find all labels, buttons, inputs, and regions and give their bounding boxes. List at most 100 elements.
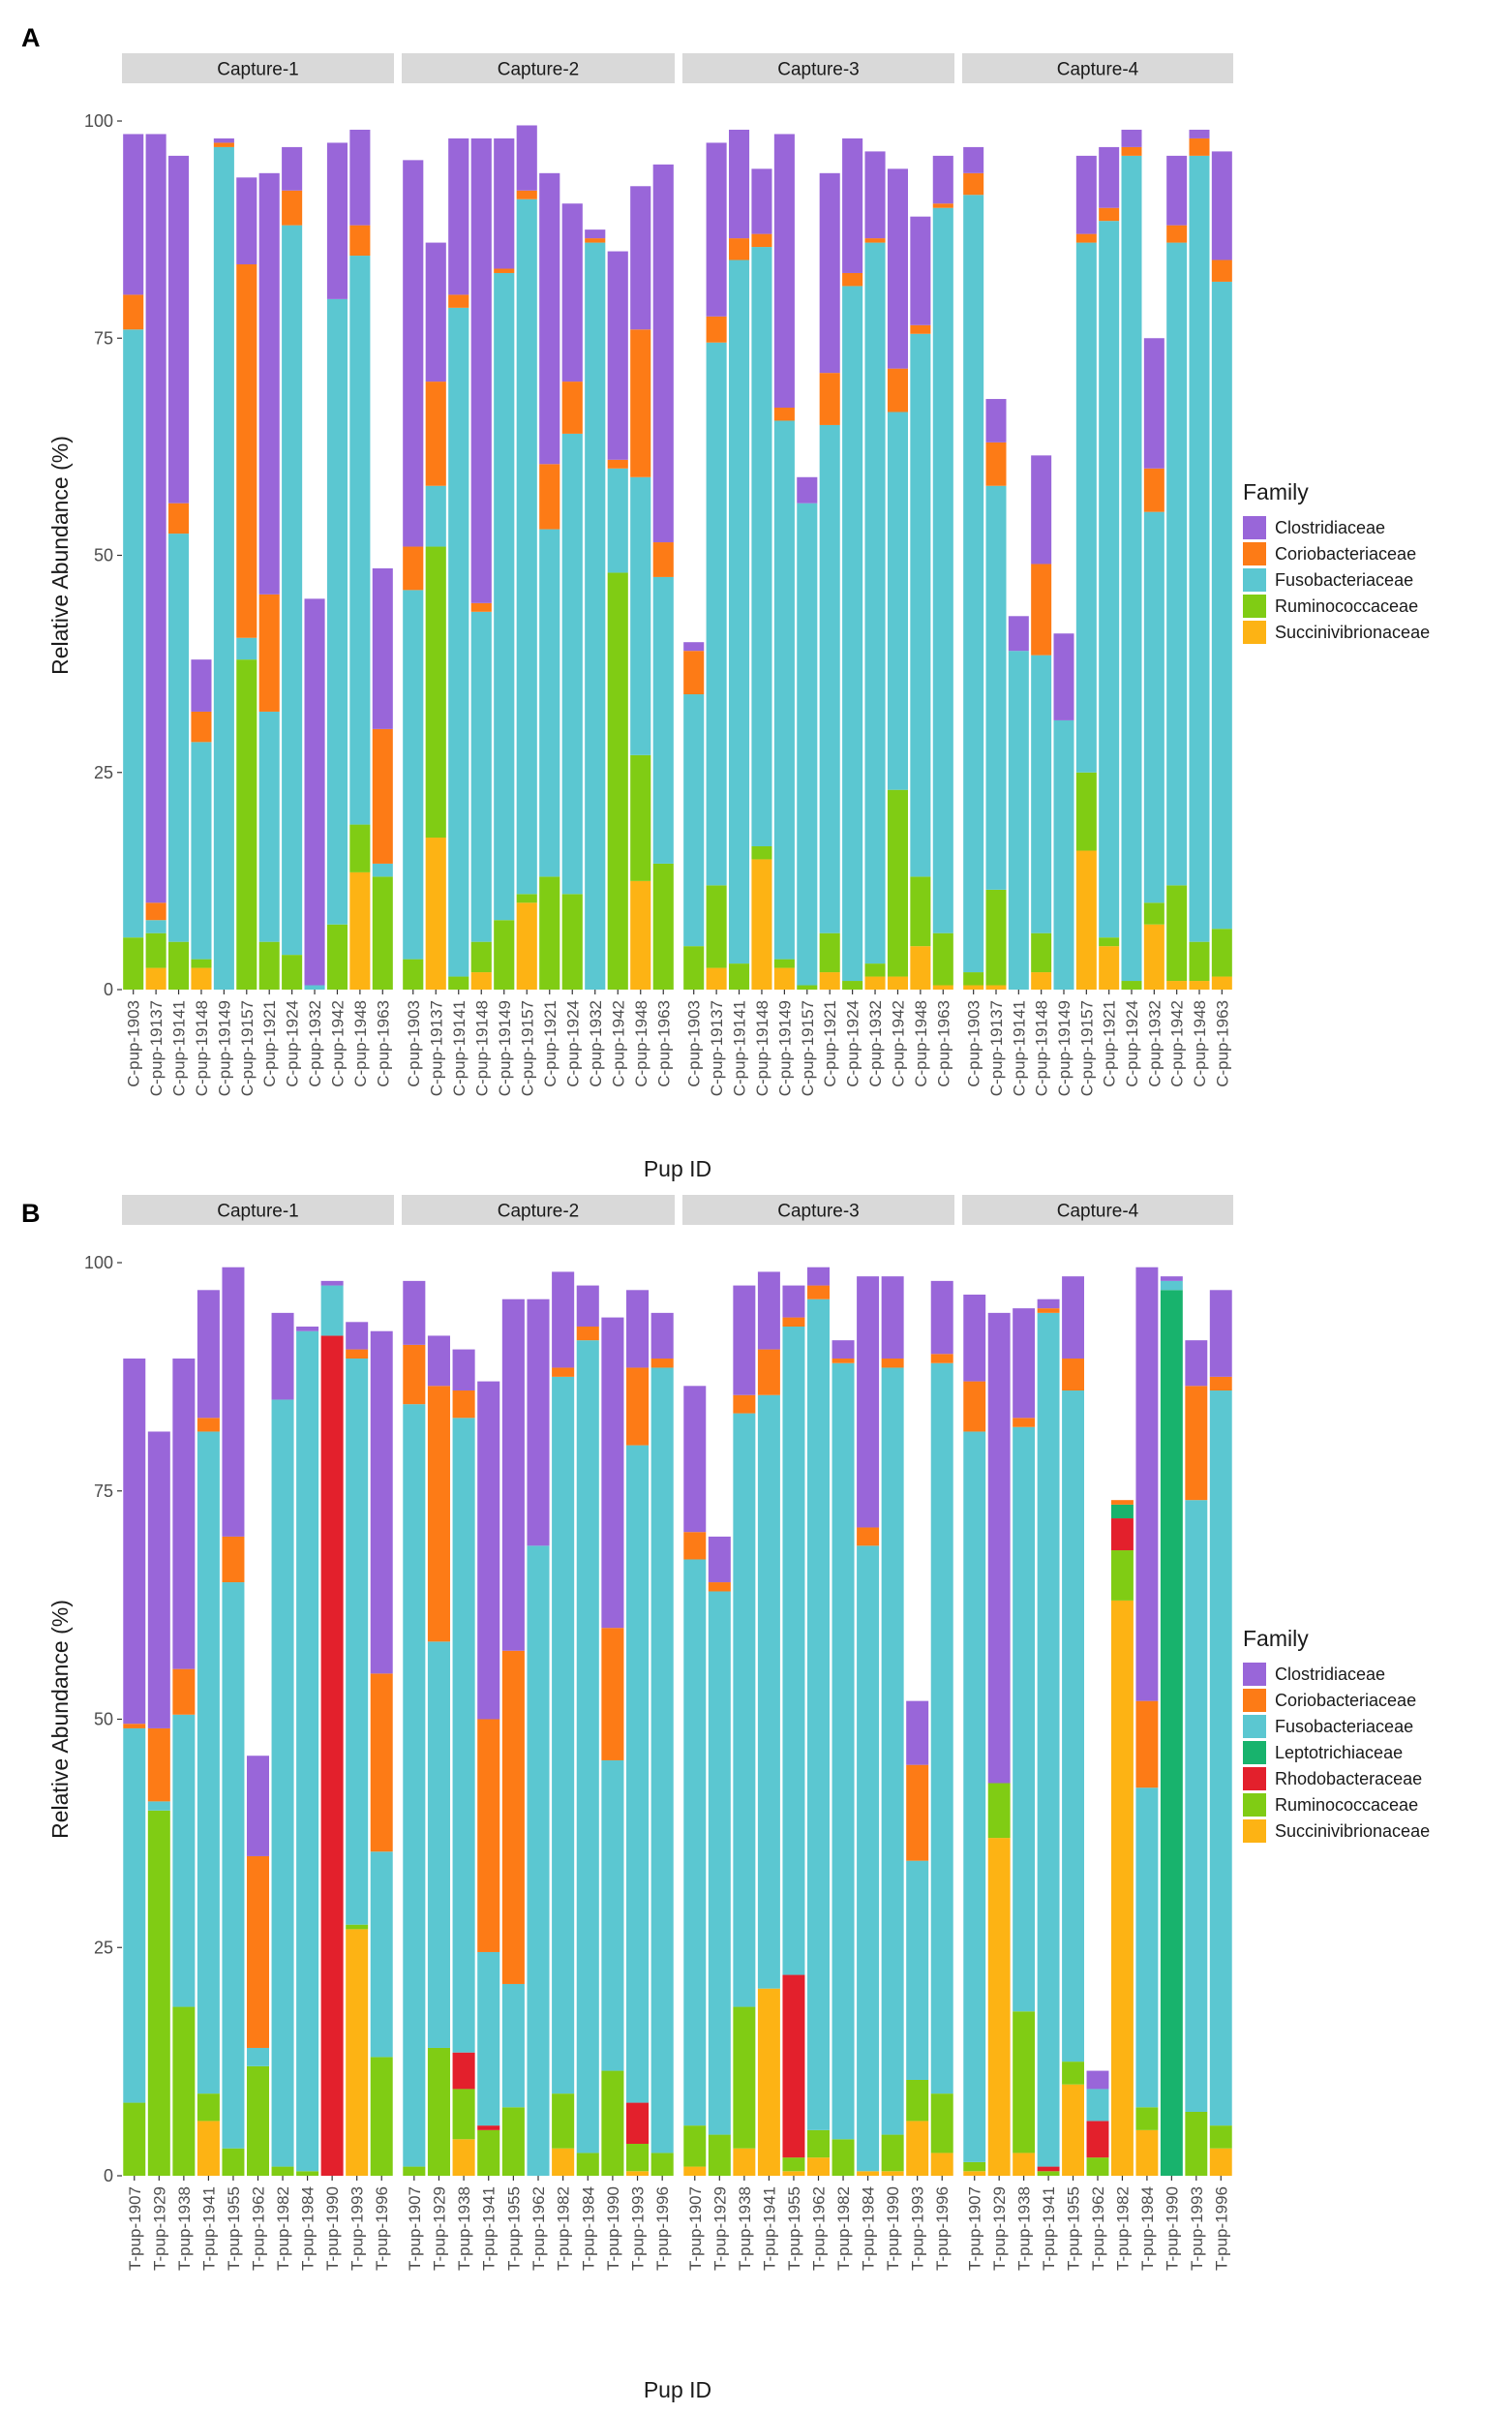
bar-segment-clostridiaceae xyxy=(607,251,628,460)
x-tick-label: T-pup-1907 xyxy=(126,2186,144,2271)
legend-swatch-leptotrichiaceae xyxy=(1243,1741,1266,1764)
y-tick-label: 25 xyxy=(94,763,113,782)
bar-segment-fusobacteriaceae xyxy=(652,576,674,864)
panel-label: B xyxy=(21,1199,41,1228)
bar-segment-coriobacteriaceae xyxy=(1037,1308,1060,1313)
bar-segment-ruminococcaceae xyxy=(729,963,750,990)
bar-segment-succinivibrionaceae xyxy=(145,967,166,990)
legend-label: Leptotrichiaceae xyxy=(1275,1743,1403,1762)
x-tick-label: C-pup-19141 xyxy=(170,1000,189,1096)
bar-segment-ruminococcaceae xyxy=(1062,2062,1084,2085)
bar-segment-clostridiaceae xyxy=(1185,1340,1208,1387)
bar-segment-fusobacteriaceae xyxy=(403,590,424,960)
bar-segment-clostridiaceae xyxy=(501,1298,525,1651)
bar-segment-fusobacteriaceae xyxy=(626,1445,650,2103)
bar-segment-fusobacteriaceae xyxy=(172,1714,196,2007)
bar-segment-coriobacteriaceae xyxy=(585,238,606,243)
bar-segment-clostridiaceae xyxy=(1008,616,1029,652)
bar-segment-coriobacteriaceae xyxy=(516,190,537,199)
bar-segment-clostridiaceae xyxy=(963,146,984,173)
bar-segment-coriobacteriaceae xyxy=(963,1381,986,1432)
bar-segment-ruminococcaceae xyxy=(881,2134,904,2172)
bar-segment-succinivibrionaceae xyxy=(963,985,984,990)
bar-segment-clostridiaceae xyxy=(1160,1276,1183,1281)
bar-segment-fusobacteriaceae xyxy=(477,1951,500,2126)
x-tick-label: C-pup-19148 xyxy=(753,1000,771,1096)
x-tick-label: C-pup-19149 xyxy=(496,1000,514,1096)
bar-segment-succinivibrionaceae xyxy=(1111,1600,1134,2176)
bar-segment-fusobacteriaceae xyxy=(501,1983,525,2108)
x-tick-label: T-pup-1929 xyxy=(711,2186,729,2271)
x-tick-label: T-pup-1929 xyxy=(150,2186,168,2271)
bar-segment-clostridiaceae xyxy=(963,1295,986,1382)
bar-segment-fusobacteriaceae xyxy=(213,146,234,990)
x-tick-label: T-pup-1993 xyxy=(909,2186,927,2271)
bar-segment-coriobacteriaceae xyxy=(807,1285,830,1299)
bar-segment-fusobacteriaceae xyxy=(197,1431,220,2094)
bar-segment-clostridiaceae xyxy=(1099,146,1120,208)
bar-segment-fusobacteriaceae xyxy=(123,1727,146,2103)
bar-segment-fusobacteriaceae xyxy=(910,333,931,877)
bar-segment-clostridiaceae xyxy=(1053,633,1074,720)
bar-segment-ruminococcaceae xyxy=(864,963,886,977)
x-tick-label: T-pup-1955 xyxy=(1065,2186,1083,2271)
bar-segment-ruminococcaceae xyxy=(706,885,727,968)
x-tick-label: T-pup-1941 xyxy=(480,2186,499,2271)
bar-segment-ruminococcaceae xyxy=(1121,981,1142,990)
bar-segment-rhodobacteraceae xyxy=(626,2102,650,2144)
bar-segment-rhodobacteraceae xyxy=(1086,2121,1109,2158)
bar-segment-fusobacteriaceae xyxy=(470,611,492,942)
bar-segment-clostridiaceae xyxy=(427,1335,450,1387)
bar-segment-ruminococcaceae xyxy=(326,924,348,990)
bar-segment-clostridiaceae xyxy=(561,203,583,382)
bar-segment-fusobacteriaceae xyxy=(552,1376,575,2094)
x-tick-label: T-pup-1941 xyxy=(1040,2186,1058,2271)
bar-segment-coriobacteriaceae xyxy=(552,1367,575,1377)
facet-strip xyxy=(402,1195,675,1225)
x-tick-label: C-pup-1942 xyxy=(1168,1000,1187,1087)
bar-segment-coriobacteriaceae xyxy=(1062,1359,1084,1391)
x-tick-label: C-pup-1932 xyxy=(306,1000,324,1087)
bar-segment-succinivibrionaceae xyxy=(1062,2084,1084,2176)
bar-segment-succinivibrionaceae xyxy=(773,967,795,990)
bar-segment-ruminococcaceae xyxy=(630,754,651,881)
facet-strip xyxy=(962,53,1233,83)
bar-segment-clostridiaceae xyxy=(887,168,908,369)
y-tick-label: 100 xyxy=(84,111,113,131)
y-tick-label: 0 xyxy=(104,2166,113,2185)
bar-segment-fusobacteriaceae xyxy=(1189,155,1210,942)
x-tick-label: C-pup-1924 xyxy=(284,1000,302,1087)
bar-segment-fusobacteriaceae xyxy=(601,1759,624,2071)
bar-segment-ruminococcaceae xyxy=(1135,2107,1159,2130)
bar-segment-fusobacteriaceae xyxy=(729,260,750,964)
bar-segment-coriobacteriaceae xyxy=(561,382,583,434)
bar-segment-ruminococcaceae xyxy=(172,2006,196,2176)
bar-segment-ruminococcaceae xyxy=(197,2093,220,2122)
bar-segment-ruminococcaceae xyxy=(987,1783,1011,1839)
bar-segment-succinivibrionaceae xyxy=(683,2166,707,2176)
bar-segment-coriobacteriaceae xyxy=(576,1327,599,1341)
bar-segment-ruminococcaceae xyxy=(501,2107,525,2176)
bar-segment-coriobacteriaceae xyxy=(1135,1700,1159,1788)
facet-capture-1: Capture-1 T-pup-1907 T-pup-1929 T-pup-1938 T… xyxy=(122,1195,394,2271)
x-tick-label: T-pup-1984 xyxy=(579,2186,597,2271)
facet-strip-label: Capture-2 xyxy=(498,1202,580,1222)
bar-segment-fusobacteriaceae xyxy=(1099,221,1120,938)
bar-segment-fusobacteriaceae xyxy=(887,412,908,790)
bar-segment-ruminococcaceae xyxy=(370,2057,393,2176)
x-tick-label: C-pup-19137 xyxy=(147,1000,166,1096)
bar-segment-clostridiaceae xyxy=(683,1386,707,1533)
bar-segment-succinivibrionaceae xyxy=(1099,946,1120,990)
bar-segment-clostridiaceae xyxy=(123,1359,146,1725)
bar-segment-clostridiaceae xyxy=(706,142,727,317)
x-tick-label: T-pup-1907 xyxy=(966,2186,984,2271)
bar-segment-fusobacteriaceae xyxy=(930,1362,953,2094)
bar-segment-clostridiaceae xyxy=(626,1290,650,1368)
bar-segment-coriobacteriaceae xyxy=(370,1673,393,1852)
x-tick-label: C-pup-19141 xyxy=(1010,1000,1028,1096)
x-tick-label: T-pup-1982 xyxy=(1113,2186,1132,2271)
bar-segment-ruminococcaceae xyxy=(807,2129,830,2158)
facet-strip xyxy=(962,1195,1233,1225)
bar-segment-coriobacteriaceae xyxy=(729,238,750,260)
bar-segment-fusobacteriaceae xyxy=(782,1327,805,1975)
